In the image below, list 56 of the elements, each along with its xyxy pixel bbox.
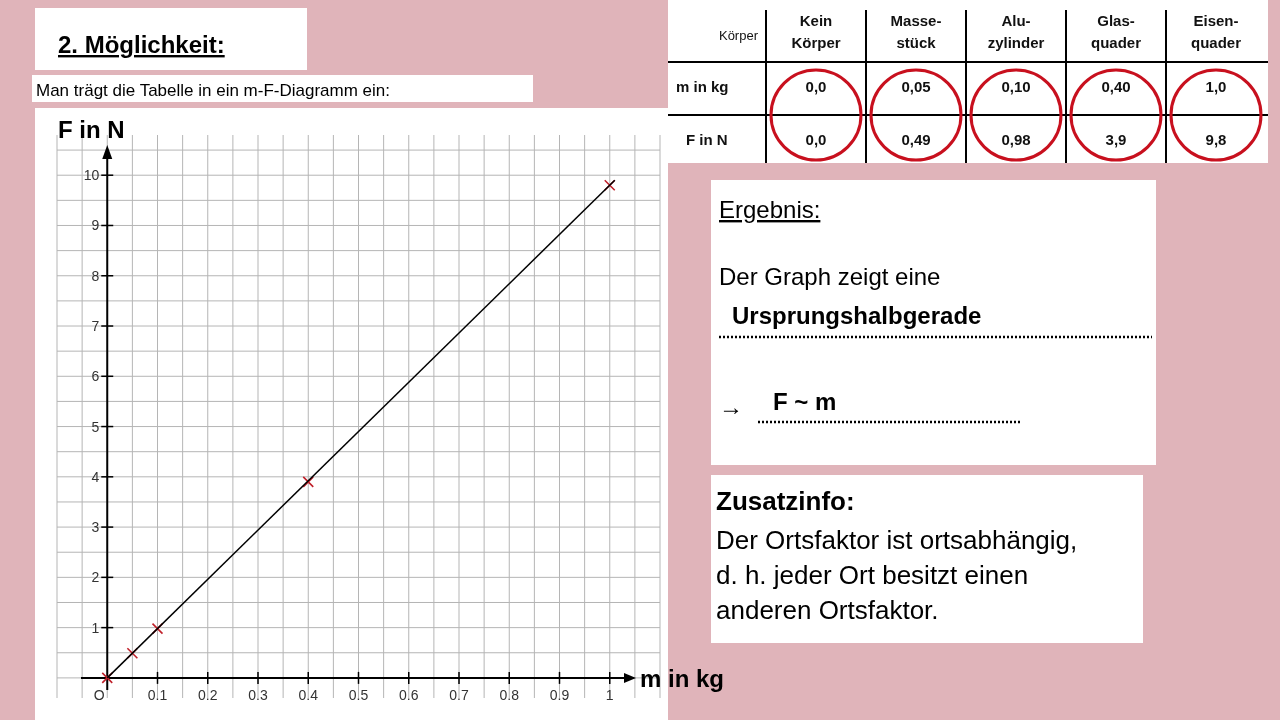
y-tick-label: 4	[91, 468, 100, 485]
text: anderen Ortsfaktor.	[716, 595, 939, 625]
text: 3,9	[1105, 131, 1127, 148]
text: F ~ m	[773, 388, 837, 415]
chart-title: 2. Möglichkeit:	[58, 31, 225, 58]
x-tick-label: 0.8	[499, 686, 520, 703]
text: Der Ortsfaktor ist ortsabhängig,	[716, 525, 1078, 555]
x-tick-label: 1	[605, 686, 614, 703]
x-tick-label: 0.5	[348, 686, 369, 703]
text: Ursprungshalbgerade	[732, 302, 982, 329]
text: 0,49	[901, 131, 931, 148]
x-tick-label: 0.9	[549, 686, 570, 703]
text: F in N	[686, 131, 728, 148]
text: 9,8	[1205, 131, 1227, 148]
text: 0,40	[1101, 78, 1131, 95]
y-axis-title: F in N	[58, 116, 125, 143]
y-tick-label: 9	[91, 217, 100, 234]
y-tick-label: 2	[91, 569, 100, 586]
text: Zusatzinfo:	[716, 486, 855, 516]
text: Eisen- quader	[1190, 12, 1242, 51]
text: 0,05	[901, 78, 931, 95]
y-tick-label: 1	[91, 619, 100, 636]
text: →	[719, 393, 743, 420]
text: 0,0	[805, 78, 827, 95]
y-tick-label: 3	[91, 519, 100, 536]
y-tick-label: 8	[91, 267, 100, 284]
x-tick-label: O	[93, 686, 105, 703]
text: Alu- zylinder	[987, 12, 1045, 51]
text: Kein Körper	[791, 12, 841, 51]
point	[151, 622, 164, 635]
x-axis-title: m in kg	[640, 665, 725, 692]
text: 0,10	[1001, 78, 1031, 95]
text: 0,98	[1001, 131, 1031, 148]
x-tick-label: 0.7	[449, 686, 469, 703]
point	[101, 672, 114, 684]
text: Körper	[718, 28, 759, 43]
y-tick-label: 5	[91, 418, 100, 435]
text: 1,0	[1205, 78, 1227, 95]
text: d. h. jeder Ort besitzt einen	[716, 560, 1029, 590]
x-tick-label: 0.6	[399, 686, 419, 703]
text: m in kg	[676, 78, 729, 95]
text: Masse- stück	[890, 12, 942, 51]
y-tick-label: 7	[91, 318, 100, 335]
text: Ergebnis:	[719, 196, 821, 223]
x-tick-label: 0.1	[147, 686, 168, 703]
y-tick-label: 6	[91, 368, 100, 385]
point	[603, 179, 616, 192]
text: Glas- quader	[1090, 12, 1142, 51]
y-tick-label: 10	[83, 167, 100, 184]
x-tick-label: 0.4	[298, 686, 319, 703]
chart-subtitle: Man trägt die Tabelle in ein m-F-Diagramm ein:	[36, 81, 390, 100]
point	[302, 476, 315, 488]
x-tick-label: 0.3	[248, 686, 268, 703]
x-tick-label: 0.2	[198, 686, 218, 703]
text: Der Graph zeigt eine	[719, 263, 941, 290]
text: 0,0	[805, 131, 827, 148]
